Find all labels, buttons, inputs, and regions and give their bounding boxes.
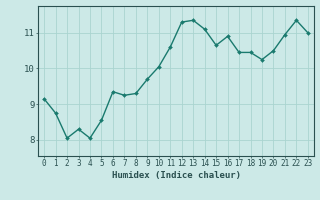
- X-axis label: Humidex (Indice chaleur): Humidex (Indice chaleur): [111, 171, 241, 180]
